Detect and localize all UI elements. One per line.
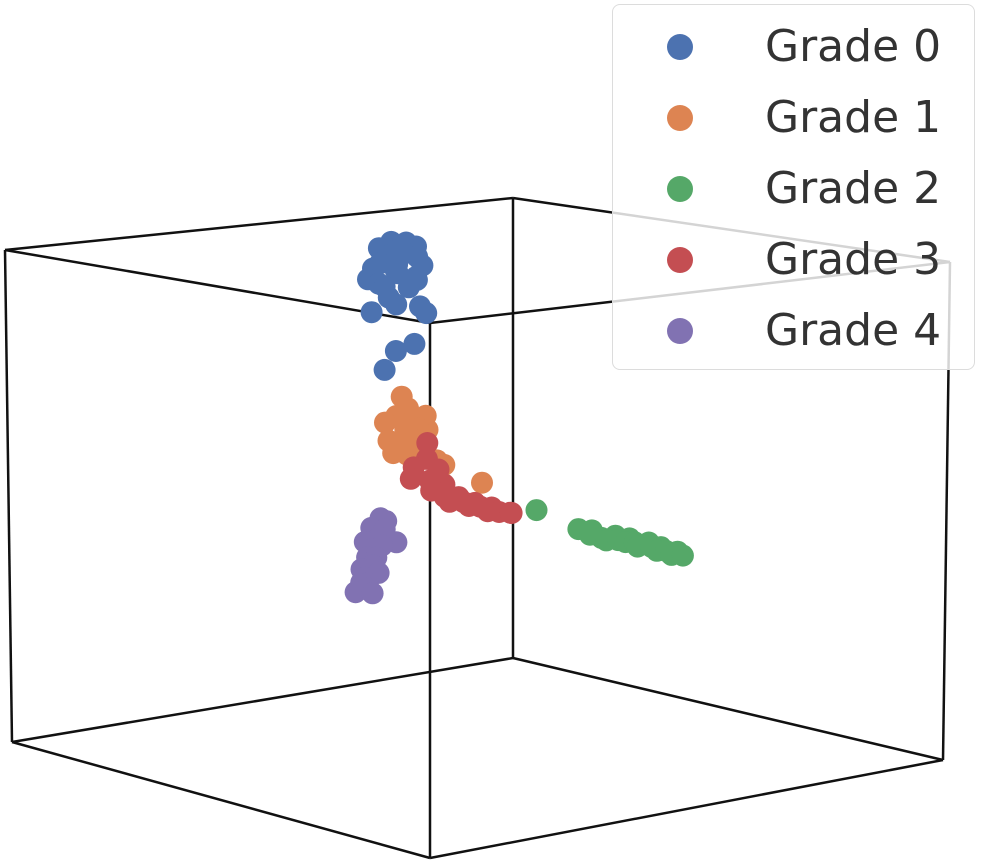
- legend-label-3: Grade 3: [765, 234, 942, 285]
- data-point: [403, 332, 426, 355]
- data-point: [471, 471, 493, 494]
- series-4: [344, 507, 408, 605]
- data-point: [525, 499, 548, 522]
- data-point: [416, 432, 439, 454]
- box-edge: [429, 758, 944, 860]
- series-3: [399, 432, 523, 524]
- data-point: [397, 276, 420, 299]
- box-edge: [11, 656, 514, 744]
- legend-label-1: Grade 1: [765, 92, 942, 143]
- data-point: [671, 544, 694, 567]
- box-edge: [4, 196, 514, 252]
- data-point: [344, 581, 367, 604]
- data-point: [374, 411, 396, 434]
- data-point: [361, 582, 384, 605]
- legend-marker-4: [667, 318, 693, 344]
- data-point: [382, 442, 405, 465]
- legend-marker-3: [667, 247, 693, 273]
- data-point: [384, 340, 407, 362]
- box-edge: [4, 248, 431, 325]
- legend-marker-1: [667, 105, 693, 131]
- box-edge: [512, 656, 944, 762]
- data-point: [500, 502, 523, 524]
- legend-marker-0: [667, 34, 693, 60]
- data-point: [385, 293, 408, 316]
- data-point: [360, 301, 383, 324]
- box-edge: [11, 740, 431, 860]
- legend-label-4: Grade 4: [765, 305, 942, 356]
- data-points: [344, 230, 694, 605]
- data-point: [373, 358, 396, 381]
- box-edge: [3, 249, 14, 743]
- series-2: [525, 499, 694, 567]
- legend: Grade 0 Grade 1 Grade 2 Grade 3 Grade 4: [612, 4, 975, 370]
- legend-marker-2: [667, 176, 693, 202]
- data-point: [399, 467, 422, 490]
- legend-label-2: Grade 2: [765, 163, 942, 214]
- legend-label-0: Grade 0: [765, 21, 942, 72]
- series-0: [357, 230, 438, 381]
- data-point: [415, 302, 438, 325]
